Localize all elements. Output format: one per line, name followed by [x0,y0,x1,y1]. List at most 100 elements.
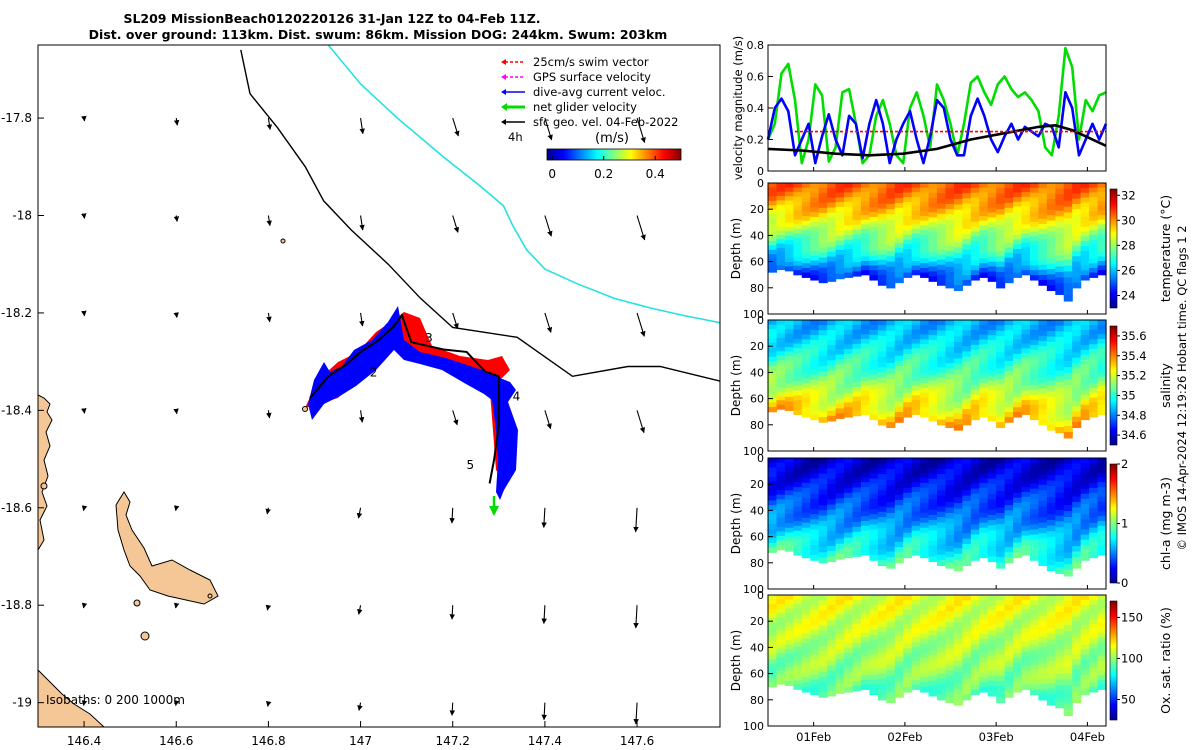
section-cell [953,611,963,618]
section-cell [1063,522,1073,530]
section-cell [1029,183,1039,189]
section-cell [996,621,1006,628]
section-cell [996,654,1006,661]
section-cell [979,216,989,222]
section-cell [937,280,947,286]
section-cell [996,219,1006,226]
section-cell [1089,517,1099,524]
section-cell [903,542,913,549]
legend-entry-net-glider-velocity: net glider velocity [501,100,637,114]
section-cell [1080,344,1090,351]
section-cell [996,193,1006,200]
section-cell [810,260,820,266]
map-colorbar [546,148,682,161]
section-cell [1055,504,1065,511]
section-cell [911,550,921,556]
section-cell [996,183,1006,189]
section-cell [844,628,854,635]
section-cell [844,339,854,345]
section-cell [776,256,786,262]
section-cell [784,495,794,501]
section-cell [937,274,947,281]
section-cell [1089,183,1099,189]
section-cell [1072,546,1082,553]
section-cell [1080,555,1090,561]
section-cell [877,527,887,534]
section-cell [937,414,947,421]
map-x-tick-label: 147.4 [528,734,562,748]
section-cell [962,511,972,518]
section-cell [768,196,778,202]
section-cell [1013,230,1023,236]
section-cell [886,341,896,348]
section-cell [827,410,837,417]
section-cell [953,595,963,602]
colorbar-tick-label: 0.2 [594,167,613,181]
section-cell [801,230,811,236]
section-cell [776,200,786,206]
section-cell [1021,540,1031,546]
section-cell [945,230,955,236]
section-cell [1055,481,1065,488]
section-cell [835,403,845,410]
section-cell [1038,188,1048,194]
section-cell [852,521,862,528]
section-cell [818,386,828,393]
section-cell [1055,387,1065,394]
section-cell [844,609,854,615]
section-cell [1089,547,1099,554]
section-cell [970,539,980,546]
section-cell [1029,534,1039,541]
section-cell [894,671,904,678]
section-cell [1055,255,1065,262]
section-cell [877,673,887,680]
section-cell [793,540,803,546]
section-cell [962,259,972,266]
section-cell [1097,348,1107,354]
section-cell [1089,658,1099,664]
section-cell [911,646,921,653]
section-cell [1038,223,1048,230]
section-cell [970,334,980,341]
section-cell [860,545,870,551]
section-cell [801,373,811,379]
section-cell [1063,511,1073,518]
section-cell [801,402,811,408]
section-cell [869,344,879,351]
section-cell [962,414,972,421]
section-cell [776,208,786,214]
section-cell [860,491,870,498]
section-cell [945,546,955,553]
section-cell [1038,511,1048,518]
section-cell [911,491,921,498]
section-cell [1089,532,1099,539]
section-cell [784,257,794,263]
section-cell [911,496,921,503]
velocity-y-tick-label: 0.8 [747,39,765,52]
section-cell [1055,475,1065,482]
section-cell [1029,463,1039,469]
section-cell [945,664,955,671]
section-cell [1004,536,1014,543]
section-cell [1029,197,1039,203]
section-cell [1055,266,1065,273]
section-cell [1055,509,1065,517]
section-cell [1029,187,1039,194]
section-cell [860,219,870,225]
section-cell [1004,237,1014,244]
section-cell [818,484,828,491]
section-cell [784,481,794,487]
section-cell [979,547,989,554]
section-cell [852,334,862,340]
section-cell [793,545,803,551]
section-cell [784,342,794,348]
section-cell [844,502,854,509]
section-cell [979,249,989,255]
geo-velocity-arrow [266,117,273,131]
section-cell [996,469,1006,476]
section-cell [945,474,955,481]
section-cell [894,350,904,357]
section-cell [810,684,820,691]
section-cell [1072,373,1082,380]
section-cell [835,206,845,213]
